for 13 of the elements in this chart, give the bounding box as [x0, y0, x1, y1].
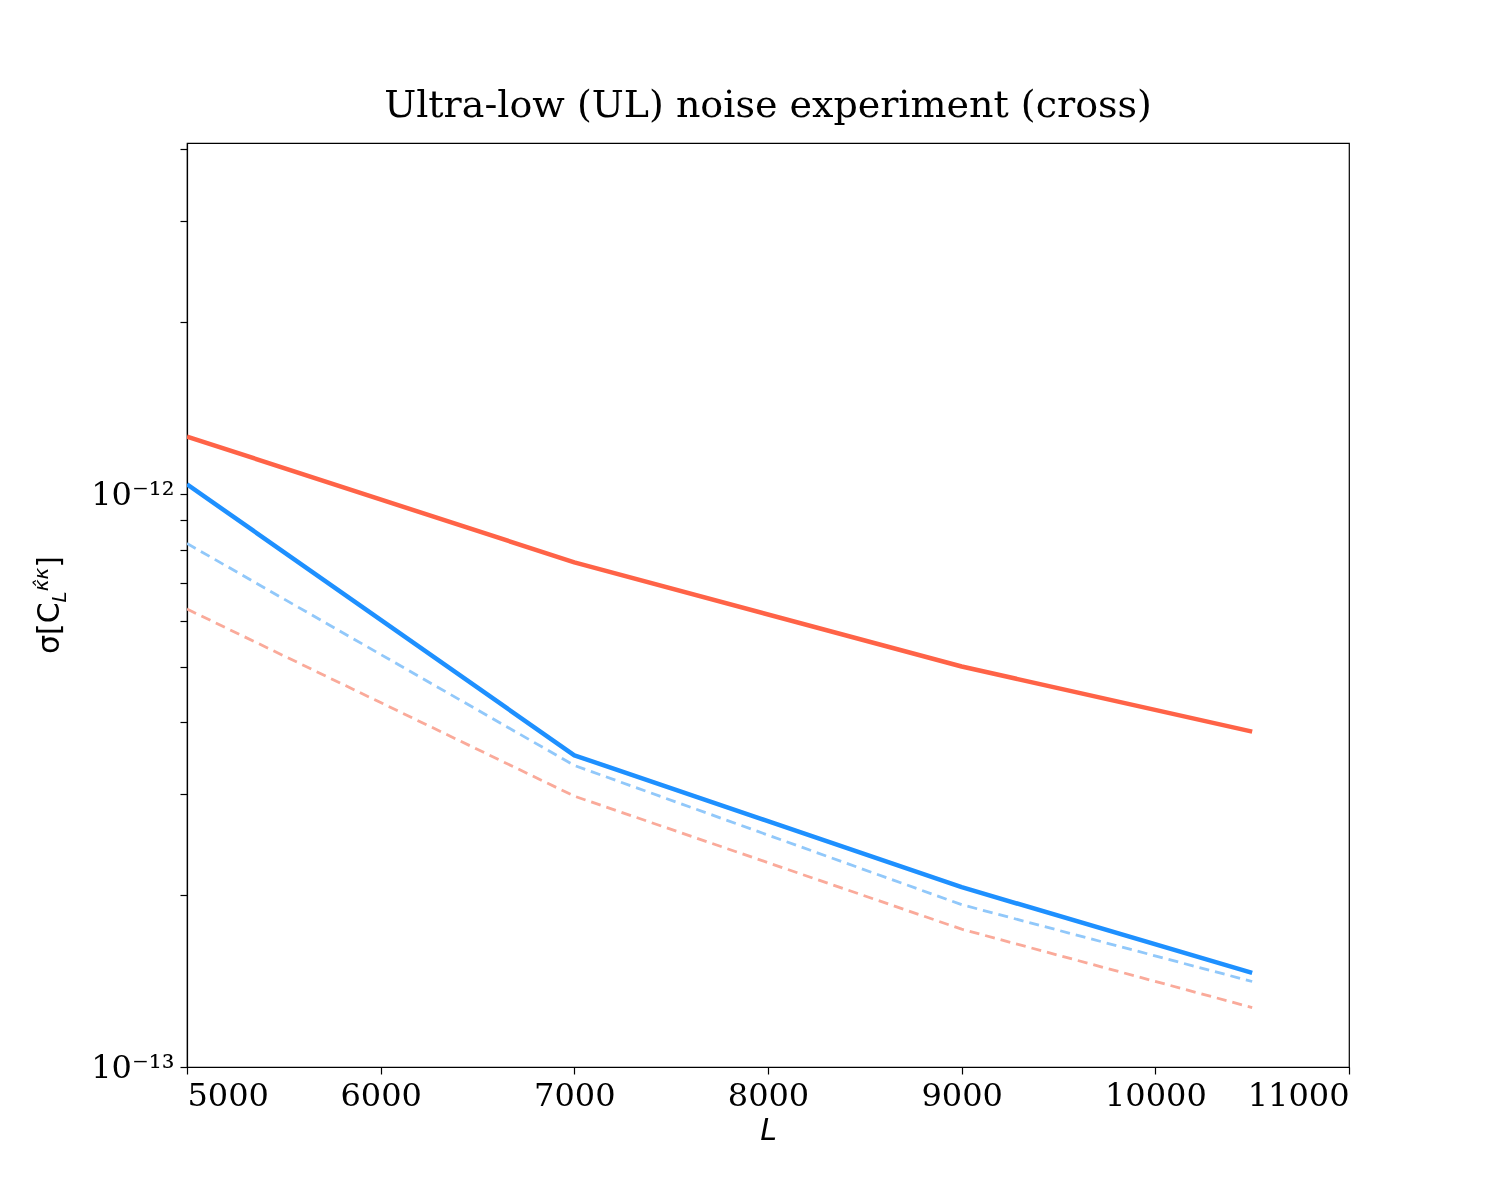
y-tick-label: 10⁻¹² [91, 474, 175, 513]
x-tick-label: 7000 [534, 1075, 616, 1114]
x-tick-label: 9000 [921, 1075, 1003, 1114]
line-series [187, 434, 1255, 734]
x-axis-title: L [760, 1111, 777, 1147]
x-tick-label: 6000 [340, 1075, 422, 1114]
x-tick-label: 5000 [187, 1075, 269, 1114]
x-tick-label: 10000 [1104, 1075, 1207, 1114]
x-tick-label: 11000 [1247, 1075, 1350, 1114]
y-tick-label: 10⁻¹³ [91, 1047, 175, 1086]
chart-title: Ultra-low (UL) noise experiment (cross) [384, 82, 1152, 127]
line-series [187, 607, 1254, 1009]
x-tick-label: 8000 [727, 1075, 810, 1114]
